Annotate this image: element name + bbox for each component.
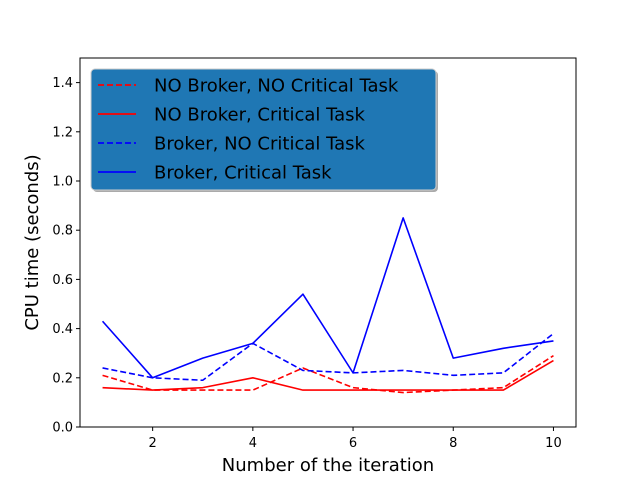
legend-label: Broker, Critical Task bbox=[154, 163, 332, 184]
y-tick-label: 1.0 bbox=[52, 175, 73, 190]
series-line-3 bbox=[102, 332, 554, 382]
legend-label: NO Broker, NO Critical Task bbox=[154, 76, 399, 97]
x-tick-label: 4 bbox=[249, 436, 257, 451]
x-axis-label: Number of the iteration bbox=[222, 455, 434, 476]
x-axis-ticks: 2 4 6 8 10 bbox=[149, 427, 562, 451]
x-tick-label: 10 bbox=[545, 436, 562, 451]
y-tick-label: 0.0 bbox=[52, 421, 73, 436]
axes-frame bbox=[79, 57, 577, 428]
y-tick-label: 1.2 bbox=[52, 125, 73, 140]
y-axis-ticks: 0.0 0.2 0.4 0.6 0.8 1.0 1.2 1.4 bbox=[52, 76, 80, 436]
legend-label: Broker, NO Critical Task bbox=[154, 134, 366, 155]
y-tick-label: 0.8 bbox=[52, 224, 73, 239]
x-tick-label: 8 bbox=[449, 436, 457, 451]
series-line-4 bbox=[101, 217, 554, 379]
y-axis-label: CPU time (seconds) bbox=[22, 154, 43, 330]
series-line-1 bbox=[102, 354, 554, 394]
series-line-2 bbox=[102, 359, 554, 391]
x-tick-label: 2 bbox=[149, 436, 157, 451]
y-tick-label: 0.4 bbox=[52, 322, 73, 337]
legend: NO Broker, NO Critical Task NO Broker, Cr… bbox=[90, 68, 438, 192]
series-lines bbox=[101, 217, 554, 394]
y-tick-label: 0.2 bbox=[52, 371, 73, 386]
x-tick-label: 6 bbox=[349, 436, 357, 451]
legend-box bbox=[90, 68, 437, 191]
y-tick-label: 1.4 bbox=[52, 76, 73, 91]
legend-label: NO Broker, Critical Task bbox=[154, 105, 366, 126]
y-tick-label: 0.6 bbox=[52, 273, 73, 288]
